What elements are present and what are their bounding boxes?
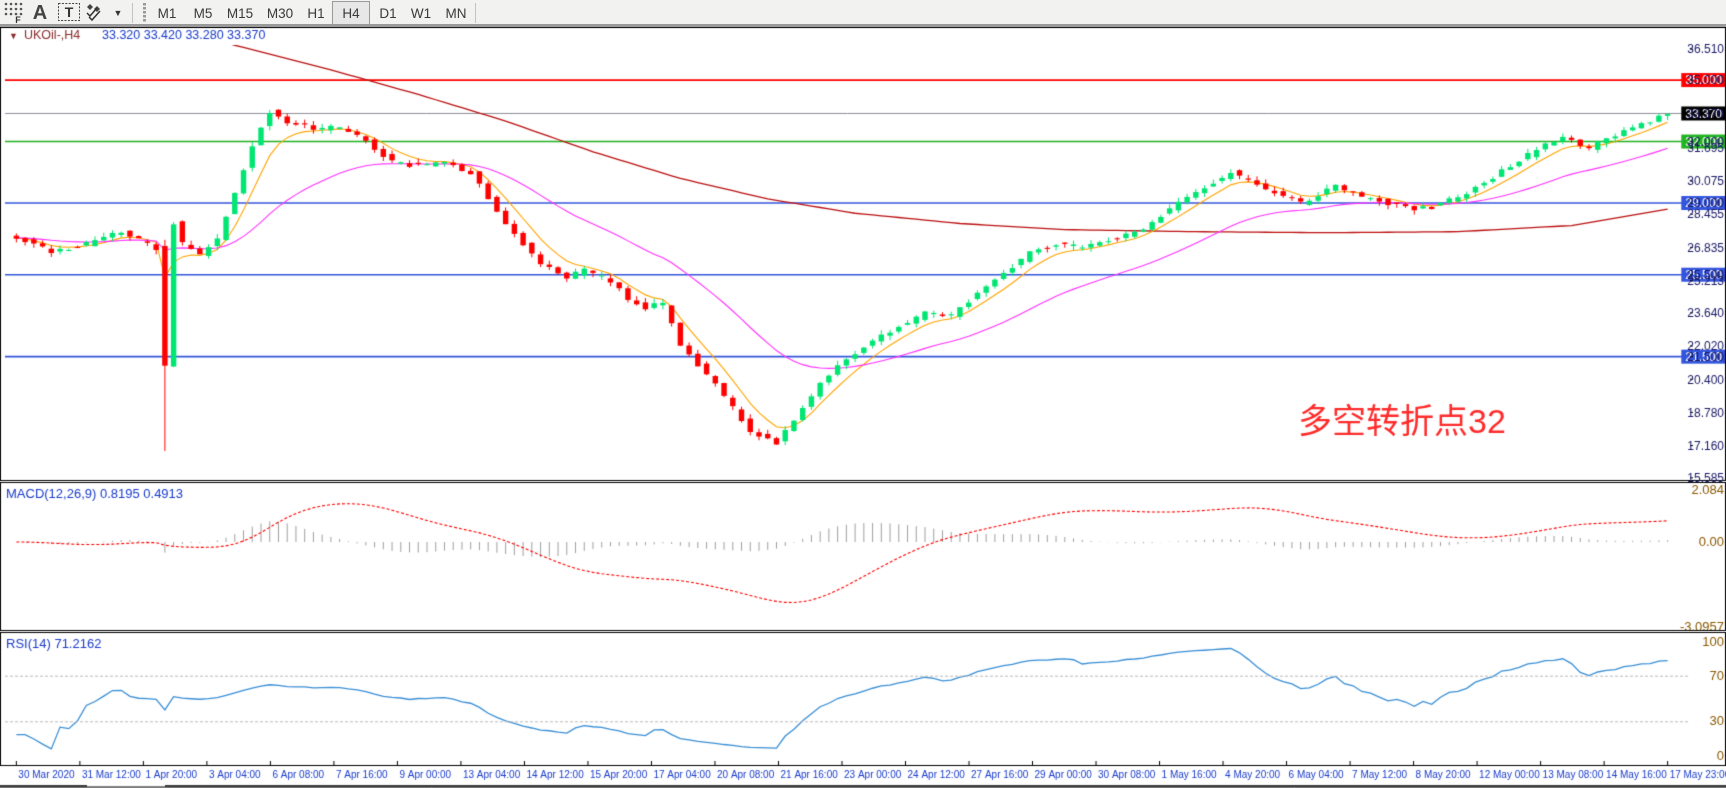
svg-text:F: F	[15, 15, 21, 24]
svg-text:T: T	[65, 4, 74, 20]
